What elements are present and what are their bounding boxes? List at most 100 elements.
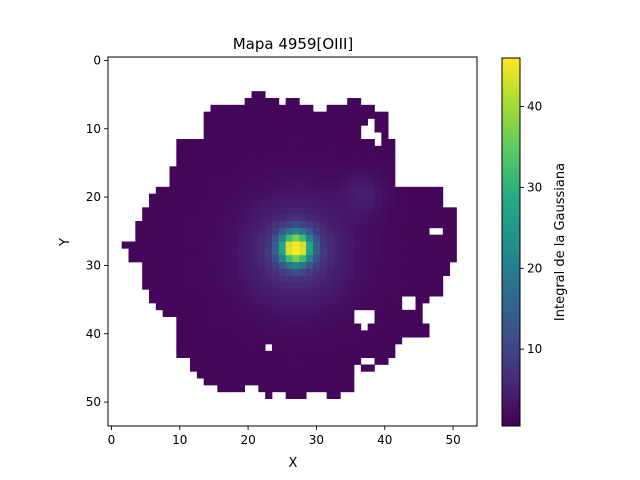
heatmap-cell	[415, 234, 423, 242]
heatmap-cell	[210, 111, 218, 119]
heatmap-cell	[203, 152, 211, 160]
heatmap-cell	[244, 248, 252, 256]
heatmap-cell	[319, 173, 328, 181]
heatmap-cell	[149, 214, 157, 222]
heatmap-cell	[162, 275, 170, 283]
heatmap-cell	[196, 152, 205, 160]
heatmap-cell	[272, 193, 280, 201]
heatmap-cell	[149, 207, 157, 215]
heatmap-cell	[285, 303, 293, 311]
heatmap-cell	[422, 241, 430, 249]
heatmap-cell	[374, 214, 382, 222]
heatmap-cell	[306, 166, 314, 174]
heatmap-cell	[135, 248, 143, 256]
heatmap-cell	[436, 289, 444, 297]
heatmap-cell	[278, 289, 287, 297]
heatmap-cell	[265, 255, 273, 263]
heatmap-cell	[237, 166, 246, 174]
heatmap-cell	[333, 357, 341, 365]
heatmap-cell	[340, 262, 348, 270]
heatmap-cell	[162, 268, 170, 277]
heatmap-cell	[436, 193, 444, 201]
heatmap-cell	[190, 303, 198, 311]
heatmap-cell	[292, 200, 300, 208]
heatmap-cell	[237, 193, 246, 201]
heatmap-cell	[196, 316, 205, 324]
heatmap-cell	[265, 303, 273, 311]
heatmap-cell	[183, 350, 191, 359]
heatmap-cell	[162, 282, 170, 290]
heatmap-cell	[401, 186, 410, 195]
heatmap-cell	[340, 186, 348, 195]
heatmap-cell	[265, 145, 273, 154]
heatmap-cell	[408, 234, 416, 242]
heatmap-cell	[224, 344, 232, 352]
heatmap-cell	[237, 316, 246, 324]
heatmap-cell	[190, 316, 198, 324]
heatmap-cell	[149, 248, 157, 256]
heatmap-cell	[196, 173, 205, 181]
heatmap-cell	[231, 145, 239, 154]
heatmap-cell	[278, 241, 287, 249]
heatmap-cell	[190, 227, 198, 236]
heatmap-cell	[333, 378, 341, 386]
heatmap-cell	[210, 350, 218, 359]
heatmap-cell	[326, 145, 334, 154]
heatmap-cell	[237, 180, 246, 188]
heatmap-cell	[258, 323, 266, 331]
heatmap-cell	[190, 180, 198, 188]
heatmap-cell	[203, 378, 211, 386]
heatmap-cell	[367, 364, 375, 372]
heatmap-cell	[326, 173, 334, 181]
heatmap-cell	[196, 180, 205, 188]
heatmap-cell	[217, 385, 225, 393]
heatmap-cell	[429, 214, 437, 222]
heatmap-cell	[237, 145, 246, 154]
heatmap-cell	[388, 316, 396, 324]
heatmap-cell	[231, 262, 239, 270]
heatmap-cell	[292, 344, 300, 352]
x-axis-label: X	[289, 456, 298, 471]
heatmap-cell	[272, 186, 280, 195]
heatmap-cell	[231, 200, 239, 208]
heatmap-cell	[408, 248, 416, 256]
heatmap-cell	[272, 159, 280, 167]
heatmap-cell	[367, 296, 375, 304]
heatmap-cell	[210, 221, 218, 229]
heatmap-cell	[265, 214, 273, 222]
heatmap-cell	[388, 337, 396, 345]
heatmap-cell	[278, 145, 287, 154]
heatmap-cell	[340, 221, 348, 229]
heatmap-cell	[285, 350, 293, 359]
heatmap-cell	[354, 145, 362, 154]
heatmap-cell	[306, 330, 314, 338]
heatmap-cell	[306, 248, 314, 256]
heatmap-cell	[244, 221, 252, 229]
heatmap-cell	[415, 255, 423, 263]
heatmap-cell	[183, 152, 191, 160]
heatmap-cell	[237, 344, 246, 352]
heatmap-cell	[306, 180, 314, 188]
heatmap-cell	[326, 227, 334, 236]
heatmap-cell	[224, 118, 232, 126]
heatmap-cell	[244, 364, 252, 372]
heatmap-cell	[347, 350, 355, 359]
heatmap-cell	[319, 330, 328, 338]
heatmap-cell	[354, 282, 362, 290]
heatmap-cell	[217, 145, 225, 154]
heatmap-cell	[422, 289, 430, 297]
colorbar-tick-label: 10	[527, 342, 542, 356]
heatmap-cell	[272, 357, 280, 365]
heatmap-cell	[306, 296, 314, 304]
heatmap-cell	[422, 193, 430, 201]
heatmap-cell	[292, 296, 300, 304]
heatmap-cell	[306, 118, 314, 126]
heatmap-cell	[388, 344, 396, 352]
heatmap-cell	[415, 323, 423, 331]
heatmap-cell	[401, 289, 410, 297]
heatmap-cell	[299, 104, 307, 113]
heatmap-cell	[196, 159, 205, 167]
heatmap-cell	[176, 303, 184, 311]
heatmap-cell	[217, 118, 225, 126]
heatmap-cell	[244, 255, 252, 263]
